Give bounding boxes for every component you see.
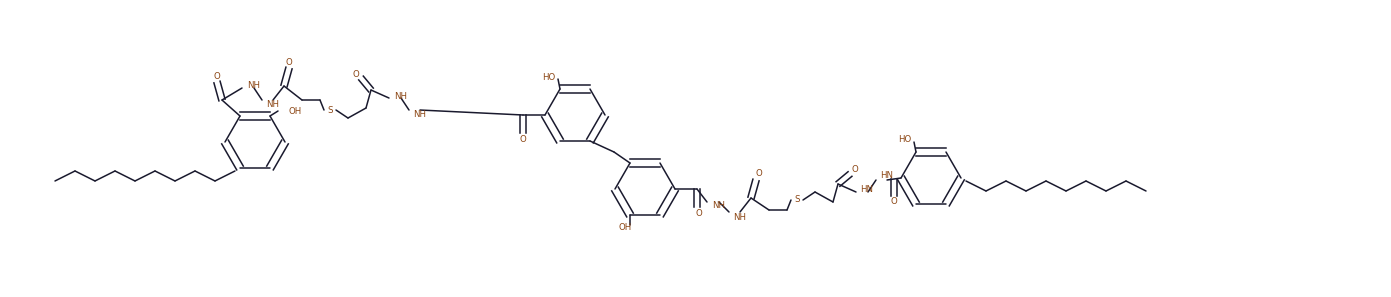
Text: NH: NH bbox=[394, 91, 408, 100]
Text: S: S bbox=[794, 195, 800, 205]
Text: NH: NH bbox=[712, 201, 725, 211]
Text: O: O bbox=[851, 165, 858, 175]
Text: O: O bbox=[696, 208, 702, 217]
Text: NH: NH bbox=[413, 110, 426, 119]
Text: NH: NH bbox=[733, 212, 746, 222]
Text: HN: HN bbox=[881, 171, 893, 181]
Text: S: S bbox=[327, 105, 332, 115]
Text: O: O bbox=[214, 72, 220, 80]
Text: NH: NH bbox=[266, 99, 280, 108]
Text: O: O bbox=[285, 58, 292, 67]
Text: HN: HN bbox=[860, 184, 874, 194]
Text: HO: HO bbox=[897, 135, 911, 143]
Text: O: O bbox=[890, 198, 897, 206]
Text: O: O bbox=[755, 170, 762, 178]
Text: O: O bbox=[520, 135, 526, 143]
Text: OH: OH bbox=[619, 223, 632, 233]
Text: NH: NH bbox=[248, 80, 260, 89]
Text: O: O bbox=[353, 69, 359, 78]
Text: OH: OH bbox=[288, 107, 302, 116]
Text: HO: HO bbox=[541, 72, 555, 81]
